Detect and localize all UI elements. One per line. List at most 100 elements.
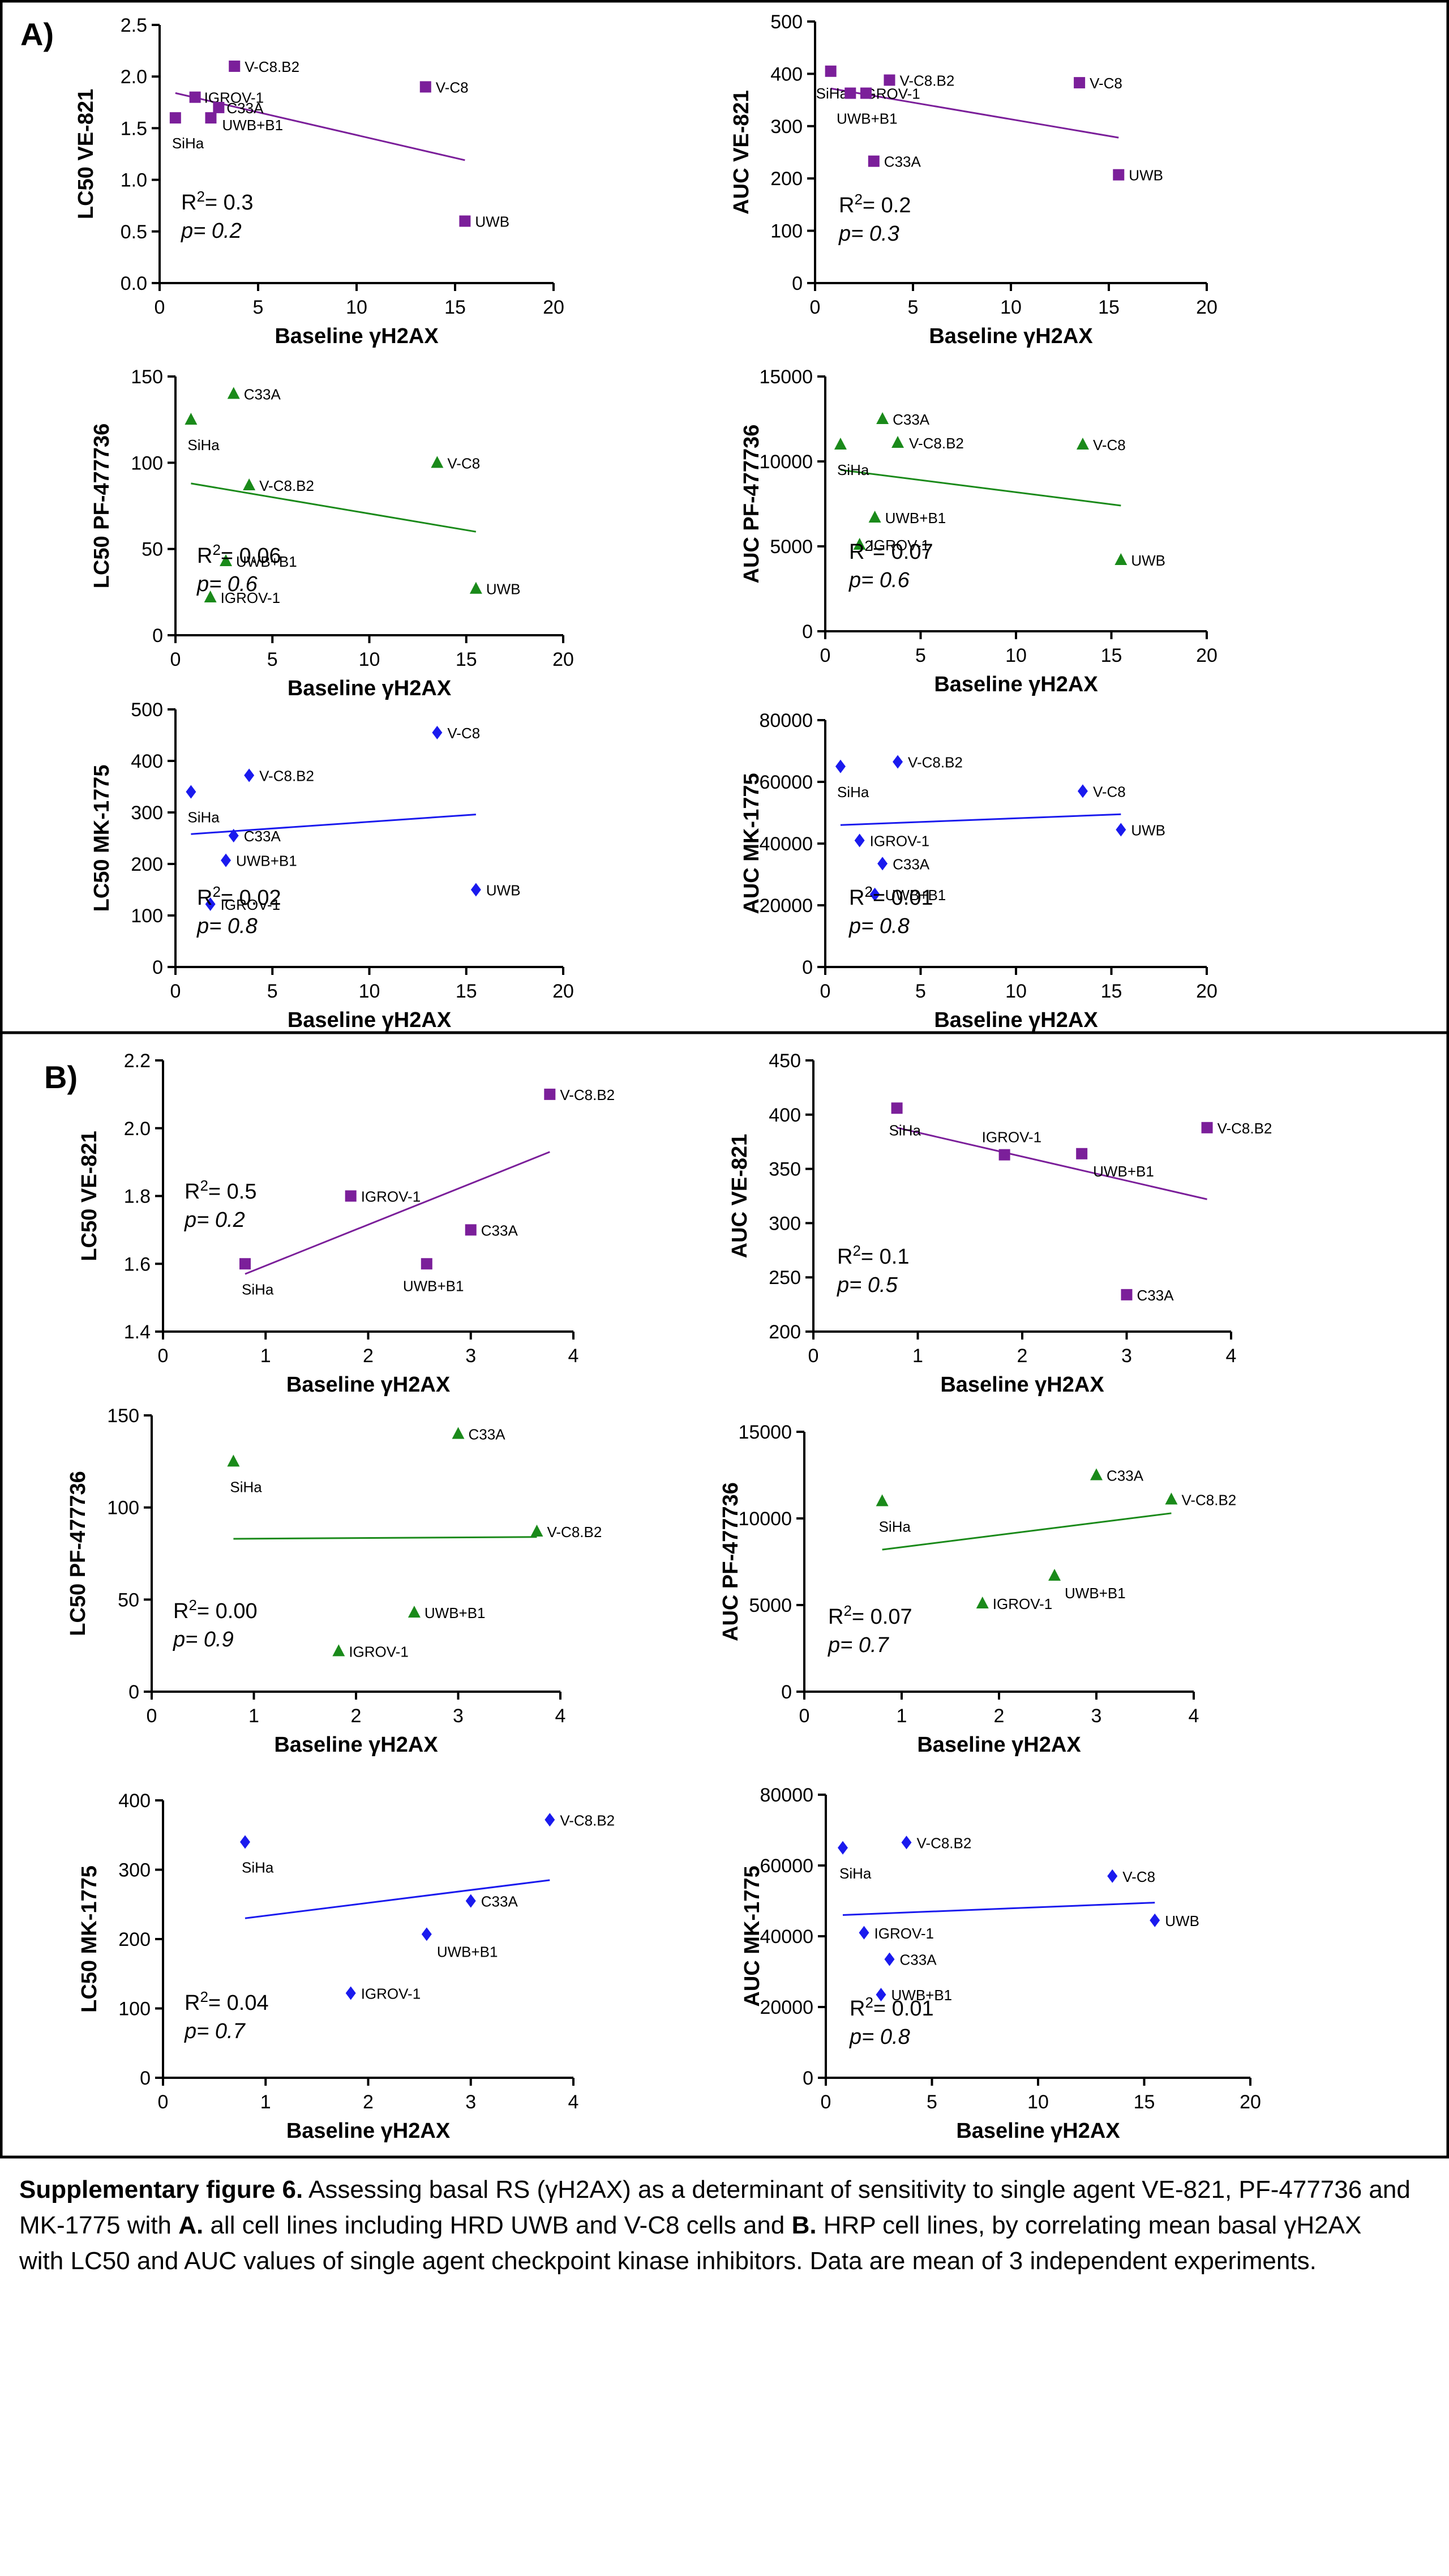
y-tick-label: 10000 — [738, 1508, 792, 1530]
point-label: IGROV-1 — [982, 1129, 1041, 1146]
x-axis-title: Baseline γH2AX — [934, 673, 1098, 696]
point-label: UWB+B1 — [1065, 1585, 1126, 1602]
data-point — [229, 60, 241, 72]
y-tick-label: 100 — [131, 452, 163, 474]
y-tick-label: 10000 — [759, 451, 813, 473]
x-tick-label: 5 — [267, 649, 278, 670]
chart-9: 0 1 2 3 4 0 50 100 150 Baseline γH2AX LC50 PF-4777… — [66, 1405, 602, 1757]
data-point — [834, 438, 847, 450]
y-tick-label: 100 — [107, 1497, 139, 1519]
data-point — [838, 1841, 848, 1855]
point-label: UWB+B1 — [891, 1987, 953, 2004]
data-point — [244, 768, 255, 782]
y-axis-title: AUC PF-477736 — [740, 425, 764, 584]
y-tick-label: 450 — [769, 1050, 801, 1072]
y-axis-title: AUC PF-477736 — [719, 1482, 743, 1641]
point-label: SiHa — [837, 784, 869, 801]
data-point — [419, 81, 431, 93]
x-tick-label: 4 — [568, 1345, 579, 1367]
y-tick-label: 500 — [131, 699, 163, 721]
regression-line — [233, 1536, 537, 1540]
x-tick-label: 0 — [158, 2091, 169, 2113]
caption-label-a: A. — [178, 2211, 204, 2239]
data-point — [884, 1952, 895, 1966]
point-label: IGROV-1 — [361, 1986, 421, 2002]
x-tick-label: 2 — [1017, 1345, 1028, 1367]
y-tick-label: 0 — [781, 1681, 792, 1703]
x-tick-label: 1 — [912, 1345, 923, 1367]
caption-text-2: all cell lines including HRD UWB and V-C… — [203, 2211, 792, 2239]
x-tick-label: 4 — [568, 2091, 579, 2113]
point-label: V-C8.B2 — [259, 477, 314, 494]
regression-line — [897, 1127, 1207, 1200]
point-label: V-C8.B2 — [917, 1834, 972, 1851]
r-squared-label: R2= 0.07 — [828, 1602, 912, 1629]
x-tick-label: 5 — [915, 981, 926, 1002]
y-axis-title: LC50 PF-477736 — [90, 423, 114, 589]
data-point — [868, 511, 881, 523]
data-point — [470, 883, 481, 897]
x-tick-label: 10 — [1005, 981, 1027, 1002]
data-point — [220, 554, 233, 566]
data-point — [545, 1813, 555, 1827]
point-label: V-C8.B2 — [1181, 1491, 1236, 1508]
x-tick-label: 5 — [267, 981, 278, 1002]
data-point — [877, 857, 888, 871]
point-label: UWB+B1 — [222, 117, 283, 134]
point-label: UWB — [1165, 1912, 1199, 1929]
p-value-label: p= 0.8 — [849, 2025, 910, 2049]
x-tick-label: 20 — [1196, 297, 1217, 318]
y-tick-label: 0.5 — [121, 221, 147, 243]
x-axis-title: Baseline γH2AX — [929, 324, 1093, 348]
x-tick-label: 15 — [444, 297, 466, 318]
x-tick-label: 10 — [359, 649, 380, 670]
point-label: IGROV-1 — [221, 896, 280, 913]
y-tick-label: 1.8 — [124, 1186, 151, 1208]
y-tick-label: 2.5 — [121, 15, 147, 36]
chart-11: 0 1 2 3 4 0 100 200 300 400 Baseline γH2AX LC50 MK-… — [78, 1790, 615, 2143]
y-axis-title: LC50 MK-1775 — [90, 765, 114, 912]
p-value-label: p= 0.3 — [838, 222, 899, 246]
x-tick-label: 4 — [555, 1705, 566, 1727]
y-tick-label: 250 — [769, 1267, 801, 1289]
point-label: V-C8 — [1093, 437, 1126, 453]
data-point — [227, 1454, 240, 1467]
point-label: V-C8 — [436, 79, 469, 96]
y-tick-label: 0 — [152, 625, 163, 647]
data-point — [345, 1190, 357, 1202]
regression-line — [245, 1151, 550, 1275]
data-point — [204, 590, 217, 602]
r-squared-label: R2= 0.02 — [197, 883, 281, 910]
y-tick-label: 150 — [107, 1405, 139, 1427]
point-label: V-C8.B2 — [560, 1812, 615, 1829]
p-value-label: p= 0.2 — [181, 219, 242, 243]
y-tick-label: 300 — [770, 116, 803, 138]
x-tick-label: 1 — [897, 1705, 907, 1727]
x-tick-label: 5 — [915, 645, 926, 666]
point-label: IGROV-1 — [361, 1188, 421, 1205]
point-label: SiHa — [172, 135, 204, 152]
point-label: UWB+B1 — [403, 1277, 464, 1294]
data-point — [891, 436, 904, 448]
data-point — [186, 785, 196, 799]
r-squared-label: R2= 0.5 — [185, 1177, 257, 1204]
y-tick-label: 0 — [140, 2068, 151, 2089]
data-point — [859, 1925, 869, 1940]
regression-line — [840, 813, 1121, 826]
point-label: UWB+B1 — [236, 853, 297, 870]
point-label: C33A — [884, 153, 921, 170]
data-point — [1090, 1468, 1103, 1480]
x-tick-label: 20 — [1196, 645, 1217, 666]
y-tick-label: 300 — [769, 1213, 801, 1234]
data-point — [169, 112, 181, 124]
point-label: V-C8.B2 — [908, 754, 963, 771]
x-tick-label: 4 — [1226, 1345, 1237, 1367]
chart-12: 0 5 10 15 20 0 20000 40000 60000 80000 Baseline γH… — [740, 1785, 1261, 2143]
point-label: UWB — [475, 213, 509, 230]
data-point — [465, 1224, 477, 1236]
point-label: UWB+B1 — [885, 510, 946, 527]
data-point — [345, 1986, 356, 2000]
data-point — [432, 725, 443, 739]
data-point — [1114, 553, 1128, 565]
